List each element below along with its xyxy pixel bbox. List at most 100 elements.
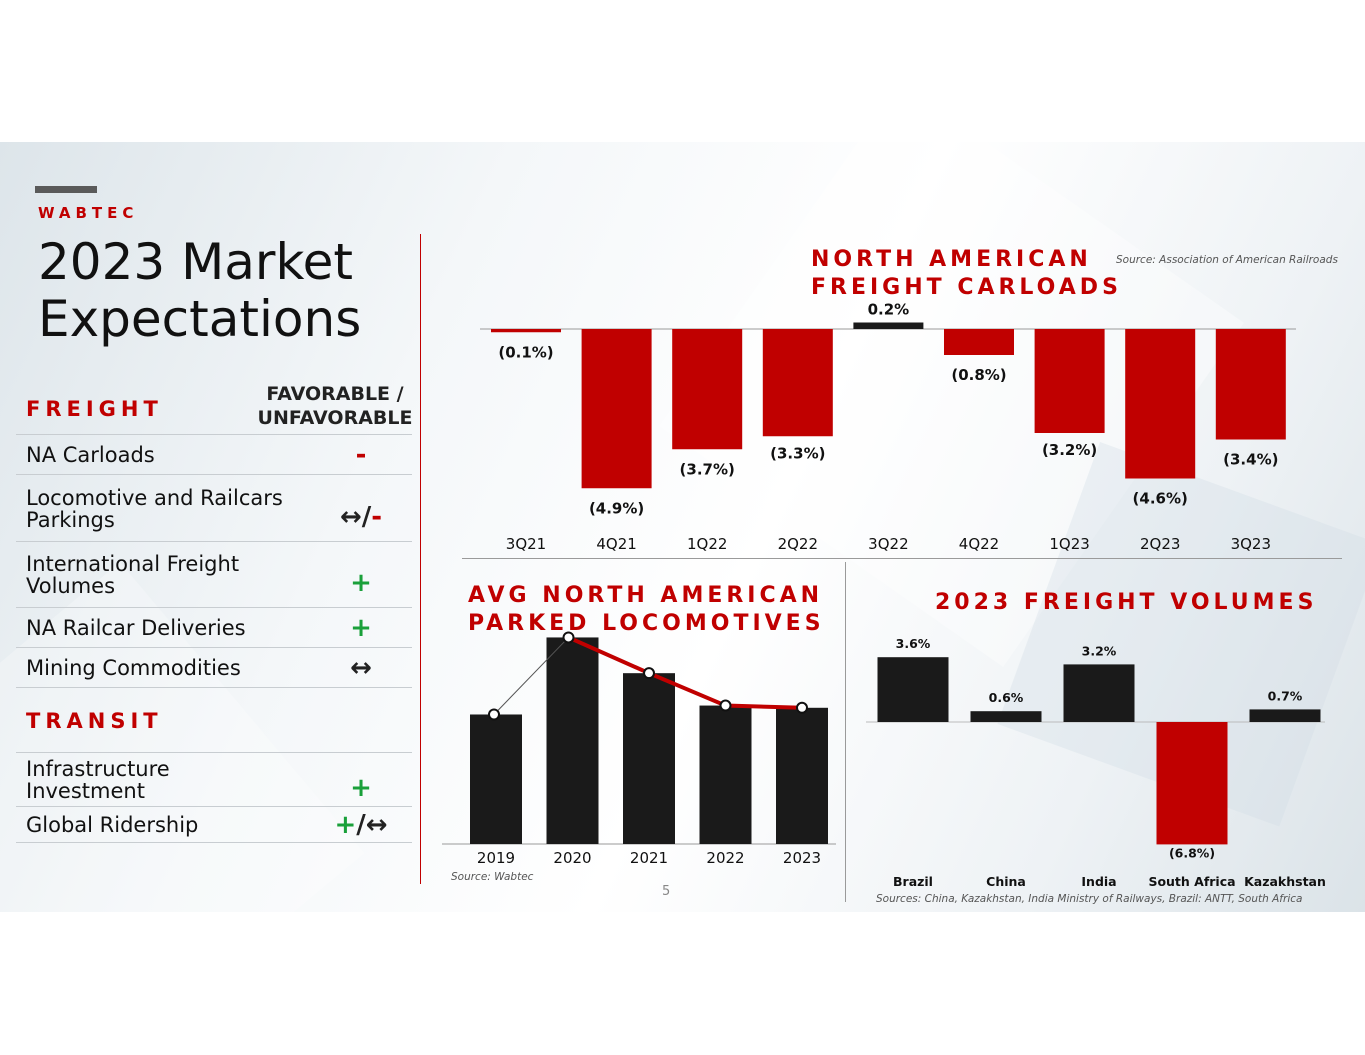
freight-table-bottom-rule	[16, 687, 412, 688]
carloads-x-tick: 2Q23	[1140, 535, 1180, 553]
page-title-line2: Expectations	[38, 290, 362, 348]
parked-x-tick: 2020	[553, 849, 591, 867]
freight-row-label-line1: Locomotive and Railcars	[26, 485, 283, 510]
volumes-x-tick: Brazil	[893, 874, 933, 889]
freight-row: Mining Commodities ↔	[16, 647, 412, 688]
transit-row-label: Infrastructure Investment	[26, 758, 170, 802]
volumes-data-label: (6.8%)	[1169, 845, 1215, 860]
volumes-x-tick: Kazakhstan	[1244, 874, 1326, 889]
carloads-title-line2: FREIGHT CARLOADS	[811, 275, 1122, 300]
favorability-symbol: +	[350, 773, 372, 803]
volumes-bar	[877, 657, 949, 722]
favorability-header: FAVORABLE / UNFAVORABLE	[250, 382, 420, 430]
freight-row-label: Mining Commodities	[26, 657, 241, 679]
carloads-chart: (0.1%) 3Q21 (4.9%) 4Q21 (3.7%) 1Q22 (3.3%) 2Q22…	[480, 301, 1296, 553]
carloads-x-tick: 4Q21	[596, 535, 636, 553]
parked-trend-point	[562, 631, 575, 644]
carloads-data-label: (3.3%)	[770, 444, 825, 462]
parked-trend-point	[796, 701, 808, 714]
carloads-x-tick: 1Q23	[1049, 535, 1089, 553]
carloads-bar	[1215, 329, 1286, 440]
vertical-divider	[420, 234, 421, 884]
carloads-bar	[1125, 329, 1196, 479]
freight-row-label-line2: Volumes	[26, 574, 116, 598]
carloads-data-label: (3.4%)	[1223, 451, 1278, 469]
freight-row-label: Locomotive and Railcars Parkings	[26, 487, 283, 531]
transit-section-header: TRANSIT	[26, 709, 163, 733]
volumes-data-label: 3.2%	[1082, 643, 1117, 658]
carloads-x-tick: 2Q22	[778, 535, 818, 553]
carloads-title-line1: NORTH AMERICAN	[811, 247, 1092, 272]
parked-locomotives-chart-title: AVG NORTH AMERICAN PARKED LOCOMOTIVES	[468, 582, 825, 638]
volumes-data-label: 0.6%	[989, 690, 1024, 705]
page-title: 2023 Market Expectations	[38, 234, 361, 348]
volumes-bar	[1063, 664, 1135, 722]
carloads-x-tick: 4Q22	[959, 535, 999, 553]
carloads-bar	[672, 329, 743, 450]
carloads-x-tick: 1Q22	[687, 535, 727, 553]
volumes-data-label: 3.6%	[896, 636, 931, 651]
carloads-chart-title: NORTH AMERICAN FREIGHT CARLOADS	[811, 246, 1122, 302]
parked-title-line2: PARKED LOCOMOTIVES	[468, 611, 825, 636]
separator: /	[361, 501, 372, 532]
transit-table-bottom-rule	[16, 842, 412, 843]
volumes-bar	[1156, 722, 1228, 845]
parked-bar	[623, 673, 675, 844]
accent-bar	[35, 186, 97, 193]
favorability-symbol: ↔	[339, 501, 362, 532]
carloads-data-label: (3.7%)	[680, 460, 735, 478]
carloads-source: Source: Association of American Railroad…	[1116, 254, 1338, 266]
carloads-bar	[853, 322, 924, 329]
carloads-data-label: (3.2%)	[1042, 441, 1097, 459]
parked-x-tick: 2023	[783, 849, 821, 867]
brand-logo-text: WABTEC	[38, 204, 139, 222]
transit-row-label-line1: Global Ridership	[26, 813, 199, 837]
volumes-bar	[970, 711, 1042, 722]
favorability-symbol: +	[334, 810, 357, 840]
volumes-data-label: 0.7%	[1268, 688, 1303, 703]
favorability-indicator: ↔/-	[316, 504, 406, 530]
favorability-symbol: +	[350, 613, 372, 643]
favorability-indicator: ↔	[316, 655, 406, 681]
parked-bar	[699, 705, 752, 844]
carloads-data-label: (4.9%)	[589, 499, 644, 517]
parked-x-tick: 2019	[477, 849, 515, 867]
favorability-symbol: -	[371, 501, 383, 532]
volumes-x-tick: India	[1081, 874, 1116, 889]
freight-volumes-source: Sources: China, Kazakhstan, India Minist…	[876, 893, 1303, 905]
freight-row: Locomotive and Railcars Parkings ↔/-	[16, 474, 412, 542]
favorability-indicator: -	[316, 442, 406, 468]
page-title-line1: 2023 Market	[38, 233, 354, 291]
favorability-indicator: +	[316, 570, 406, 596]
freight-row-label: International Freight Volumes	[26, 553, 239, 597]
carloads-data-label: 0.2%	[868, 301, 910, 319]
volumes-bar	[1249, 709, 1321, 722]
transit-row: Global Ridership +/↔	[16, 806, 412, 843]
transit-row-label-line2: Investment	[26, 779, 145, 803]
favorability-header-line1: FAVORABLE /	[266, 383, 404, 405]
carloads-x-tick: 3Q21	[506, 535, 546, 553]
volumes-x-tick: South Africa	[1148, 874, 1235, 889]
carloads-bar	[762, 329, 833, 437]
favorability-indicator: +/↔	[316, 812, 406, 838]
carloads-bar	[944, 329, 1014, 355]
parked-bar	[776, 707, 828, 844]
carloads-data-label: (4.6%)	[1133, 490, 1188, 508]
freight-row: International Freight Volumes +	[16, 541, 412, 608]
transit-row-label: Global Ridership	[26, 814, 198, 836]
horizontal-divider	[462, 558, 1342, 559]
carloads-bar	[581, 329, 652, 489]
freight-row-label-line1: International Freight	[26, 552, 240, 576]
volumes-x-tick: China	[986, 874, 1026, 889]
parked-trend-line	[567, 635, 803, 710]
parked-trend-line-segment	[493, 637, 569, 715]
transit-row-label-line1: Infrastructure	[26, 757, 170, 781]
carloads-x-tick: 3Q22	[868, 535, 908, 553]
parked-title-line1: AVG NORTH AMERICAN	[468, 583, 824, 608]
slide: WABTEC 2023 Market Expectations FREIGHT …	[0, 142, 1365, 912]
freight-row: NA Railcar Deliveries +	[16, 607, 412, 648]
freight-section-header: FREIGHT	[26, 397, 163, 421]
freight-row-label: NA Railcar Deliveries	[26, 617, 246, 639]
favorability-header-line2: UNFAVORABLE	[257, 407, 413, 429]
parked-source: Source: Wabtec	[451, 871, 534, 883]
